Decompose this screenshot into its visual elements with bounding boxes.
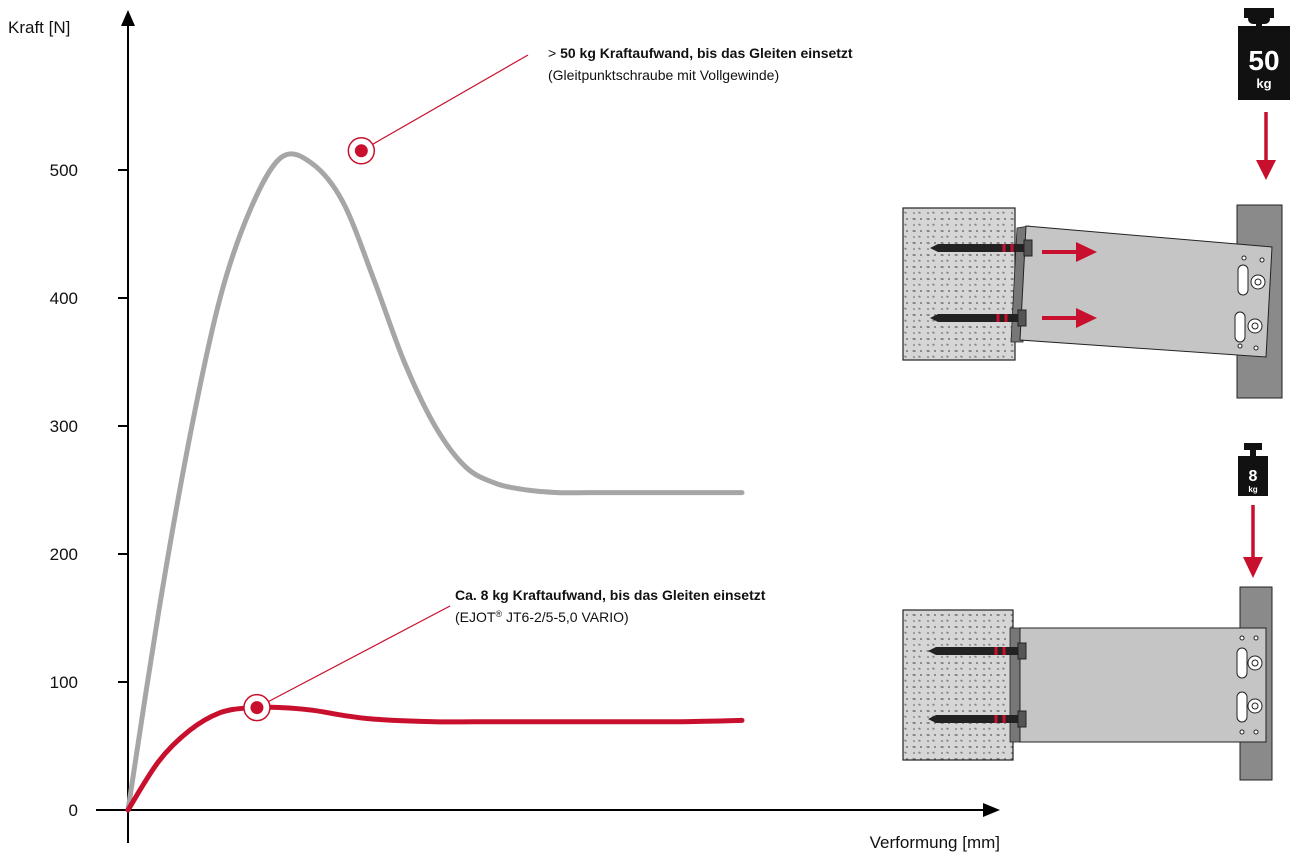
annotation-leader-line <box>361 54 529 152</box>
y-tick-label: 100 <box>50 673 78 692</box>
annotation-gray-title: > 50 kg Kraftaufwand, bis das Gleiten ei… <box>548 45 853 61</box>
screw-lower-2 <box>928 710 1027 728</box>
slide-arrow-2-head <box>1076 308 1097 328</box>
y-tick-label: 0 <box>69 801 78 820</box>
y-tick-label: 500 <box>50 161 78 180</box>
y-tick-label: 200 <box>50 545 78 564</box>
peak-markers <box>243 54 529 722</box>
bracket-plate-upper <box>1019 225 1273 358</box>
force-arrow-50kg-head <box>1256 160 1276 180</box>
annotation-red-title: Ca. 8 kg Kraftaufwand, bis das Gleiten e… <box>455 587 766 603</box>
peak-marker-dot <box>250 701 264 715</box>
screw-upper-1 <box>930 239 1033 257</box>
bracket-assembly-straight <box>902 586 1273 781</box>
annotation-leader-line <box>256 605 451 709</box>
x-axis-arrowhead <box>983 803 1000 817</box>
y-ticks: 0 100 200 300 400 500 <box>50 161 128 820</box>
y-axis-arrowhead <box>121 10 135 26</box>
annotation-gray: > 50 kg Kraftaufwand, bis das Gleiten ei… <box>548 45 853 83</box>
y-axis-title: Kraft [N] <box>8 18 70 37</box>
annotation-gray-subtitle: (Gleitpunktschraube mit Vollgewinde) <box>548 67 779 83</box>
weight-8kg-icon: 8 kg <box>1238 443 1268 496</box>
peak-marker-dot <box>354 144 368 158</box>
screw-upper-2 <box>930 309 1027 327</box>
weight-50kg-icon: 50 kg <box>1238 8 1290 100</box>
series-line-red <box>125 704 745 813</box>
screw-lower-1 <box>928 642 1027 660</box>
concrete-block-upper <box>902 207 1016 361</box>
bracket-plate-lower <box>1019 627 1267 743</box>
concrete-block-lower <box>902 609 1014 761</box>
series-curves <box>125 151 745 813</box>
y-tick-label: 400 <box>50 289 78 308</box>
slide-arrow-1-head <box>1076 242 1097 262</box>
weight-8-unit: kg <box>1248 485 1257 494</box>
bracket-assembly-deformed <box>902 204 1283 399</box>
weight-8-value: 8 <box>1249 468 1258 485</box>
x-axis-title: Verformung [mm] <box>870 833 1000 852</box>
weight-50-unit: kg <box>1256 76 1271 91</box>
annotation-red-subtitle: (EJOT® JT6-2/5-5,0 VARIO) <box>455 609 629 625</box>
series-line-gray <box>125 151 745 813</box>
force-arrow-8kg-head <box>1243 557 1263 578</box>
weight-50-value: 50 <box>1248 45 1279 76</box>
y-tick-label: 300 <box>50 417 78 436</box>
annotation-red: Ca. 8 kg Kraftaufwand, bis das Gleiten e… <box>455 587 766 625</box>
